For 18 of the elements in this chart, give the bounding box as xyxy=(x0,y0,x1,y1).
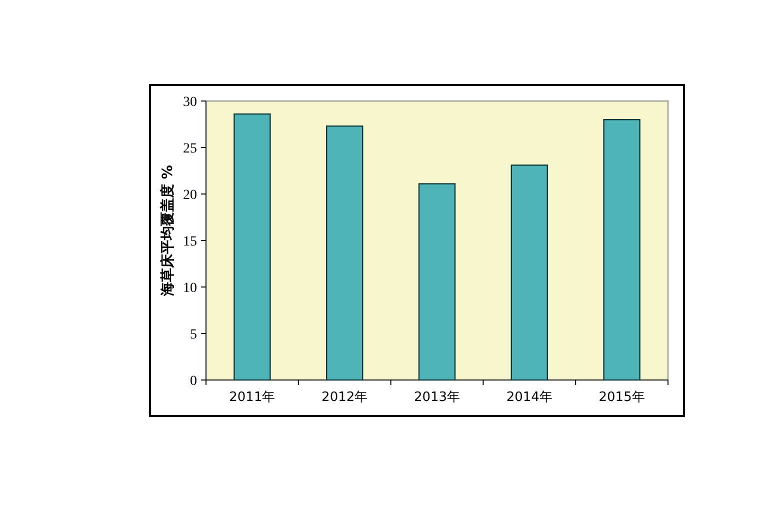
bar xyxy=(510,164,548,381)
bar xyxy=(326,126,364,381)
y-tick-label: 15 xyxy=(183,234,197,250)
y-tick-label: 25 xyxy=(183,142,197,156)
y-tick-label: 5 xyxy=(190,328,197,342)
x-tick-label: 2012年 xyxy=(322,390,368,405)
y-tick-label: 30 xyxy=(183,95,197,110)
x-tick-label: 2011年 xyxy=(229,390,276,405)
y-tick-label: 20 xyxy=(183,188,197,203)
bar xyxy=(603,119,640,381)
y-tick-label: 10 xyxy=(183,281,197,296)
bar xyxy=(234,113,271,381)
x-tick-label: 2015年 xyxy=(598,390,645,405)
y-axis-title: 海草床平均覆盖度 % xyxy=(159,165,176,297)
x-tick-label: 2013年 xyxy=(414,390,460,405)
y-tick-label: 0 xyxy=(190,374,197,389)
bar xyxy=(418,183,456,381)
x-tick-label: 2014年 xyxy=(506,390,552,405)
